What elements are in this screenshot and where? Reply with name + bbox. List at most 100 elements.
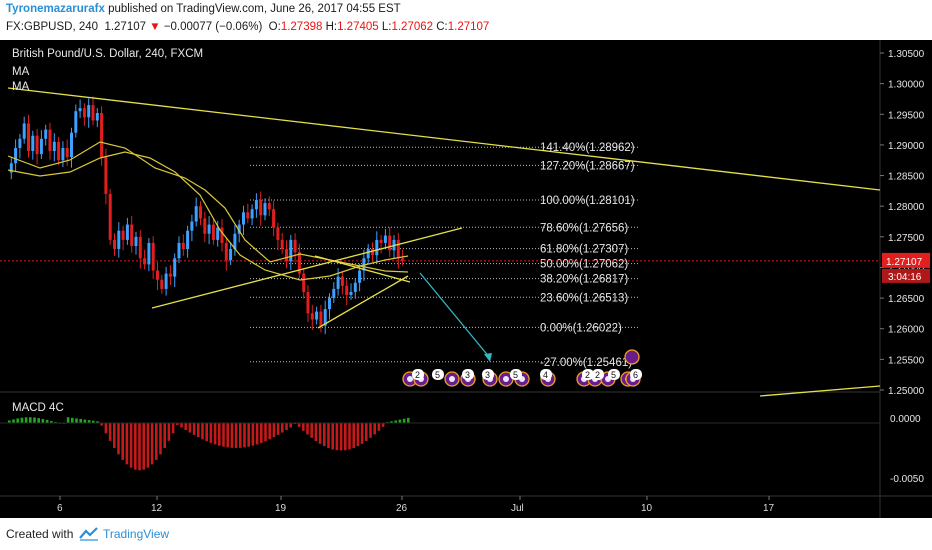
candle-body [319, 311, 323, 326]
rising-wedge-upper-line[interactable] [314, 255, 411, 283]
candle-body [18, 138, 22, 148]
ma-legend-2[interactable]: MA [12, 81, 30, 93]
candle-body [70, 132, 73, 158]
event-count-label: 6 [633, 370, 638, 380]
event-count-badge [592, 369, 604, 380]
price-axis-tick: 1.25000 [888, 386, 925, 397]
price-chart-canvas[interactable]: 1.30500 1.30000 1.29500 1.29000 1.28500 1.280… [0, 40, 932, 518]
macd-bar [218, 423, 221, 446]
candle-body [349, 291, 353, 296]
macd-bar [213, 423, 217, 445]
candle-body [263, 203, 267, 216]
candle-body [358, 270, 362, 283]
author-link[interactable]: Tyronemazarurafx [6, 3, 105, 15]
rising-wedge-lower-line[interactable] [317, 275, 409, 329]
open-label: O: [268, 21, 281, 33]
ma-legend-1[interactable]: MA [12, 66, 30, 78]
macd-bar [138, 423, 141, 471]
event-flag-icon[interactable] [624, 349, 640, 365]
candle-body [259, 200, 263, 216]
event-count-badge [582, 369, 594, 380]
fib-level-label: 127.20%(1.28667) [540, 160, 635, 172]
macd-bar [125, 423, 129, 465]
candle-body [302, 273, 306, 292]
macd-bar [314, 423, 318, 442]
macd-bar [239, 423, 242, 448]
fib-level-label: 23.60%(1.26513) [540, 292, 628, 304]
moving-average-2[interactable] [7, 151, 409, 281]
macd-bar [331, 423, 334, 450]
time-axis-tick: 19 [275, 503, 287, 514]
forecast-arrowhead-icon [484, 353, 492, 362]
candle-body [130, 224, 134, 247]
candle-body [272, 209, 276, 228]
candle-body [138, 236, 142, 259]
macd-bar [264, 423, 267, 442]
macd-bar [360, 423, 364, 444]
candle-body [168, 273, 172, 277]
event-count-label: 2 [415, 370, 420, 380]
open-value: 1.27398 [280, 21, 323, 33]
forecast-arrow-line[interactable] [419, 272, 491, 359]
event-count-badge [462, 369, 474, 380]
candle-body [229, 249, 233, 261]
macd-bar [159, 423, 162, 455]
event-count-badge [540, 369, 552, 380]
descending-trendline[interactable] [7, 87, 881, 191]
lower-trendline[interactable] [759, 385, 881, 397]
macd-bar [92, 420, 95, 423]
event-flag-emblem-icon [449, 376, 455, 382]
ascending-trendline[interactable] [151, 227, 463, 309]
macd-bar [390, 421, 393, 423]
moving-average-1[interactable] [7, 141, 409, 273]
candle-body [186, 230, 190, 250]
macd-bar [197, 423, 200, 438]
candle-body [323, 309, 327, 326]
candle-body [177, 242, 181, 259]
candle-body [203, 218, 207, 234]
candle-body [220, 227, 224, 243]
macd-bar [66, 417, 70, 423]
candle-body [125, 224, 129, 240]
macd-bar [377, 423, 381, 431]
chart-area[interactable]: 1.30500 1.30000 1.29500 1.29000 1.28500 1.280… [0, 40, 932, 518]
price-axis-tick: 1.30500 [888, 49, 925, 60]
macd-legend[interactable]: MACD 4C [12, 402, 64, 414]
candle-body [190, 221, 194, 231]
fib-level-label: 50.00%(1.27062) [540, 259, 628, 271]
macd-bar [79, 418, 82, 423]
event-flag-emblem-icon [407, 376, 413, 382]
candle-body [267, 203, 271, 210]
candle-body [362, 258, 366, 271]
candle-body [297, 252, 301, 274]
candle-body [78, 108, 82, 112]
tradingview-brand-link[interactable]: TradingView [103, 527, 170, 541]
candle-body [250, 209, 254, 219]
macd-bar [117, 423, 120, 455]
candle-body [57, 141, 61, 161]
macd-bar [285, 423, 288, 431]
event-count-label: 5 [513, 370, 518, 380]
created-with-text: Created with [6, 527, 74, 541]
candle-body [396, 239, 400, 259]
fib-level-label: 61.80%(1.27307) [540, 244, 628, 256]
price-axis-tick: 1.28000 [888, 202, 925, 213]
macd-bar [192, 423, 196, 435]
event-count-label: 5 [435, 370, 440, 380]
macd-axis-tick: 0.0000 [890, 414, 921, 425]
macd-bar [306, 423, 309, 435]
macd-bar [16, 418, 19, 423]
macd-bar [243, 423, 246, 448]
macd-bar [33, 417, 36, 423]
macd-bar [50, 421, 53, 423]
candle-body [91, 105, 95, 121]
macd-bar [163, 423, 166, 448]
macd-bar [150, 423, 154, 465]
candle-body [375, 239, 379, 256]
price-axis-tick: 1.27500 [888, 233, 925, 244]
macd-bar [45, 419, 49, 423]
candle-body [173, 258, 177, 277]
candle-body [61, 147, 65, 161]
candle-body [117, 230, 121, 250]
price-axis-tick: 1.30000 [888, 80, 925, 91]
